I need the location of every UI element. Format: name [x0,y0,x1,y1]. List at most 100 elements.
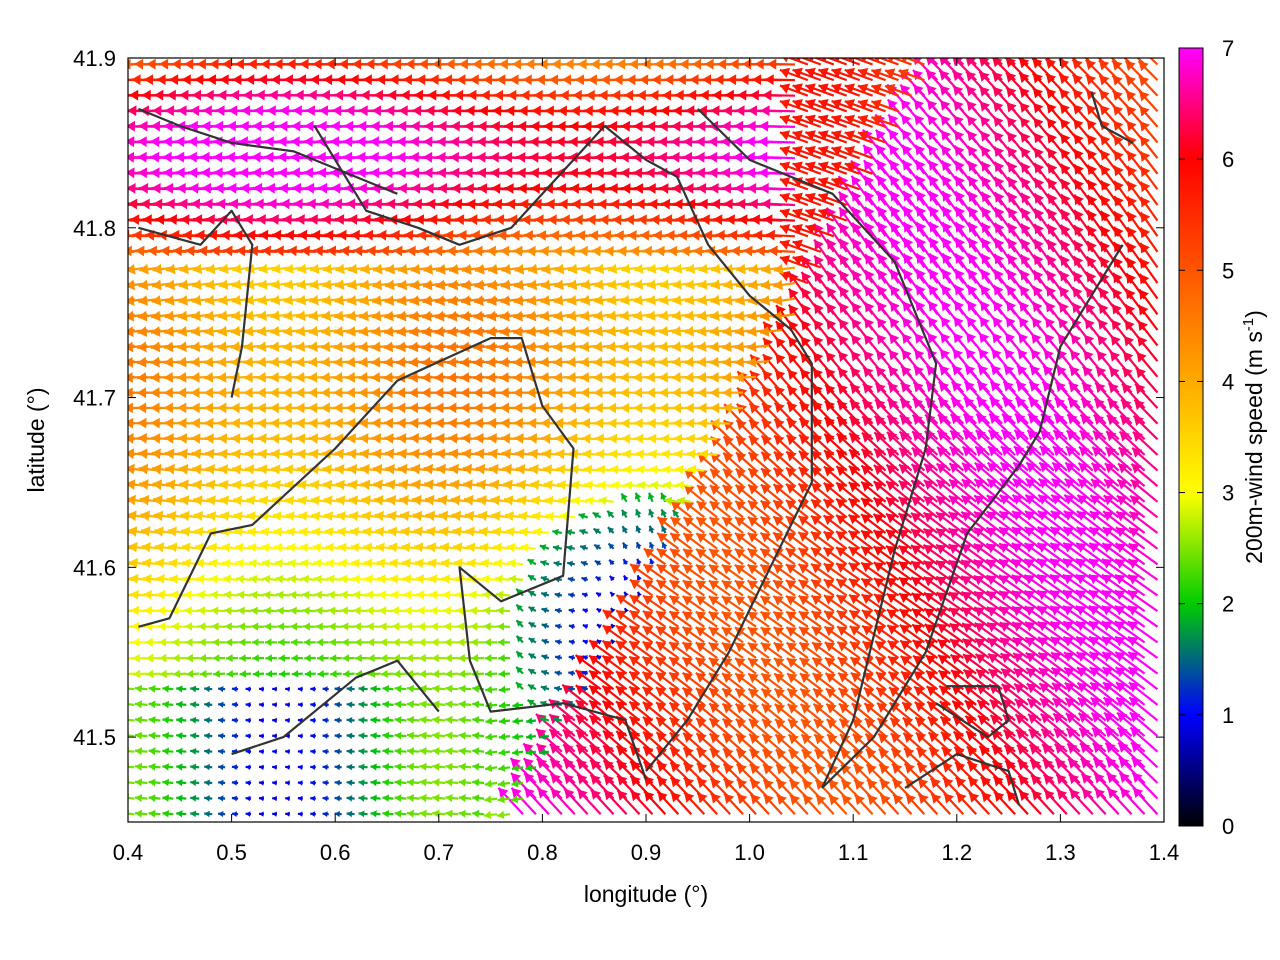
wind-arrow [669,761,693,784]
wind-arrow [334,748,342,755]
wind-arrow [695,687,718,706]
wind-arrow [774,703,796,722]
wind-arrow [812,687,835,706]
wind-arrow [419,731,433,740]
wind-arrow [601,685,628,706]
wind-arrow [812,703,835,722]
wind-arrow [445,700,459,709]
wind-arrow [419,793,433,803]
wind-arrow [748,718,770,737]
wind-arrow [445,793,459,803]
wind-arrow [334,795,342,802]
wind-arrow [370,700,381,709]
wind-arrow [938,685,964,706]
wind-arrow [525,733,537,741]
wind-arrow [549,758,576,784]
wind-arrow [510,772,537,800]
wind-arrow [162,685,174,693]
wind-arrow [190,763,200,771]
wind-arrow [813,718,835,737]
wind-arrow [987,668,1016,691]
wind-arrow [394,731,407,740]
wind-arrow [722,762,744,784]
wind-arrow [1131,771,1159,800]
wind-arrow [432,700,446,709]
wind-arrow [498,670,511,678]
wind-arrow [346,732,355,740]
wind-arrow [523,772,550,800]
wind-arrow [601,670,628,691]
wind-arrow [1004,759,1029,784]
wind-arrow [258,795,265,802]
wind-arrow [682,762,706,784]
wind-arrow [838,702,861,722]
wind-arrow [774,718,796,737]
wind-arrow [245,733,252,739]
wind-arrow [419,700,433,709]
wind-arrow [176,747,187,755]
wind-arrow [204,779,213,786]
wind-arrow [879,778,900,800]
wind-arrow [358,794,368,802]
x-tick-label: 0.9 [631,840,662,865]
wind-arrow [581,685,589,692]
wind-arrow [498,732,511,741]
wind-arrow [231,795,239,802]
wind-arrow [721,672,744,691]
wind-arrow [297,811,303,817]
wind-arrow [406,747,420,756]
wind-arrow [515,666,524,675]
wind-arrow [629,760,654,784]
wind-arrow [172,669,187,679]
wind-arrow [903,762,926,784]
wind-arrow [887,670,913,691]
wind-arrow [655,671,680,691]
wind-arrow [735,763,757,784]
wind-arrow [992,775,1016,800]
wind-arrow [825,702,848,722]
wind-arrow [814,779,835,800]
wind-arrow [370,763,381,771]
wind-arrow [285,749,290,755]
wind-arrow [394,684,407,693]
colorbar-tick-label: 2 [1222,592,1234,617]
wind-arrow [432,747,446,756]
wind-arrow [148,778,161,787]
wind-arrow [162,763,174,771]
wind-arrow [217,779,226,786]
wind-arrow [382,810,394,818]
wind-arrow [419,684,433,693]
wind-arrow [445,731,459,740]
wind-arrow [297,749,303,755]
wind-arrow [472,716,485,724]
wind-arrow [419,747,433,756]
wind-arrow [761,733,783,753]
wind-arrow [512,701,524,709]
wind-arrow [419,809,433,818]
wind-arrow [1089,666,1120,691]
wind-arrow [588,684,615,706]
wind-arrow [291,670,303,678]
wind-arrow [472,700,485,709]
wind-arrow [334,764,342,771]
wind-arrow [850,687,874,706]
wind-arrow [629,775,654,800]
wind-arrow [1089,681,1120,706]
x-axis-title: longitude (°) [584,881,708,907]
wind-arrow [134,809,148,818]
wind-arrow [1127,666,1159,691]
wind-arrow [272,702,278,708]
wind-arrow [1013,667,1042,691]
wind-arrow [510,787,537,815]
wind-arrow [134,794,148,803]
wind-arrow [864,717,887,737]
wind-arrow [258,686,265,692]
wind-arrow [496,810,511,819]
wind-arrow [334,779,342,786]
wind-arrow [498,685,511,694]
wind-arrow [980,776,1003,800]
wind-arrow [825,687,848,706]
wind-arrow [588,654,615,675]
wind-arrow [342,670,355,678]
